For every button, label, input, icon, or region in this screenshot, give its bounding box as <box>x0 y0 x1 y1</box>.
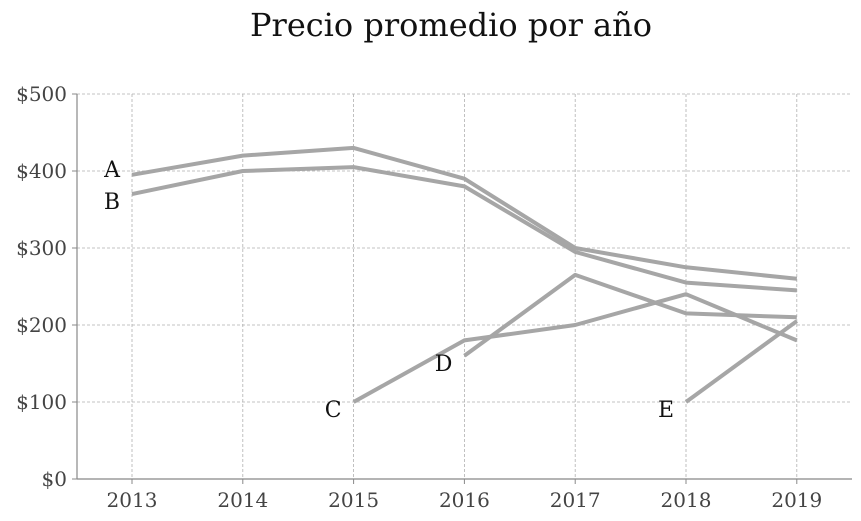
x-tick-label: 2019 <box>771 488 822 512</box>
y-axis-ticks: $0 $100 $200 $300 $400 $500 <box>16 82 77 491</box>
series-line-b <box>131 165 797 293</box>
x-tick-label: 2018 <box>661 488 712 512</box>
x-tick-label: 2014 <box>217 488 268 512</box>
x-tick-label: 2013 <box>107 488 158 512</box>
y-tick-label: $400 <box>16 159 67 183</box>
grid-lines <box>77 93 852 480</box>
series-label-d: D <box>435 352 453 377</box>
y-tick-label: $100 <box>16 390 67 414</box>
series-line-d <box>463 272 797 358</box>
series-group: AB C D E <box>103 145 798 423</box>
series-line-e <box>684 319 798 404</box>
series-label-b: B <box>104 190 120 215</box>
x-tick-label: 2016 <box>439 488 490 512</box>
chart-title: Precio promedio por año <box>250 6 652 44</box>
x-tick-label: 2017 <box>550 488 601 512</box>
x-axis-ticks: 2013 2014 2015 2016 2017 2018 2019 <box>107 479 822 512</box>
y-tick-label: $0 <box>42 467 67 491</box>
series-label-e: E <box>658 398 674 423</box>
y-tick-label: $300 <box>16 236 67 260</box>
y-tick-label: $500 <box>16 82 67 106</box>
y-tick-label: $200 <box>16 313 67 337</box>
series-line-c <box>352 292 798 404</box>
series-label-a: A <box>103 158 121 183</box>
series-label-c: C <box>325 398 342 423</box>
x-tick-label: 2015 <box>328 488 379 512</box>
series-line-a <box>131 145 798 281</box>
